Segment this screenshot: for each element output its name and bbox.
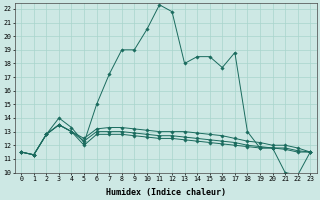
X-axis label: Humidex (Indice chaleur): Humidex (Indice chaleur) — [106, 188, 226, 197]
